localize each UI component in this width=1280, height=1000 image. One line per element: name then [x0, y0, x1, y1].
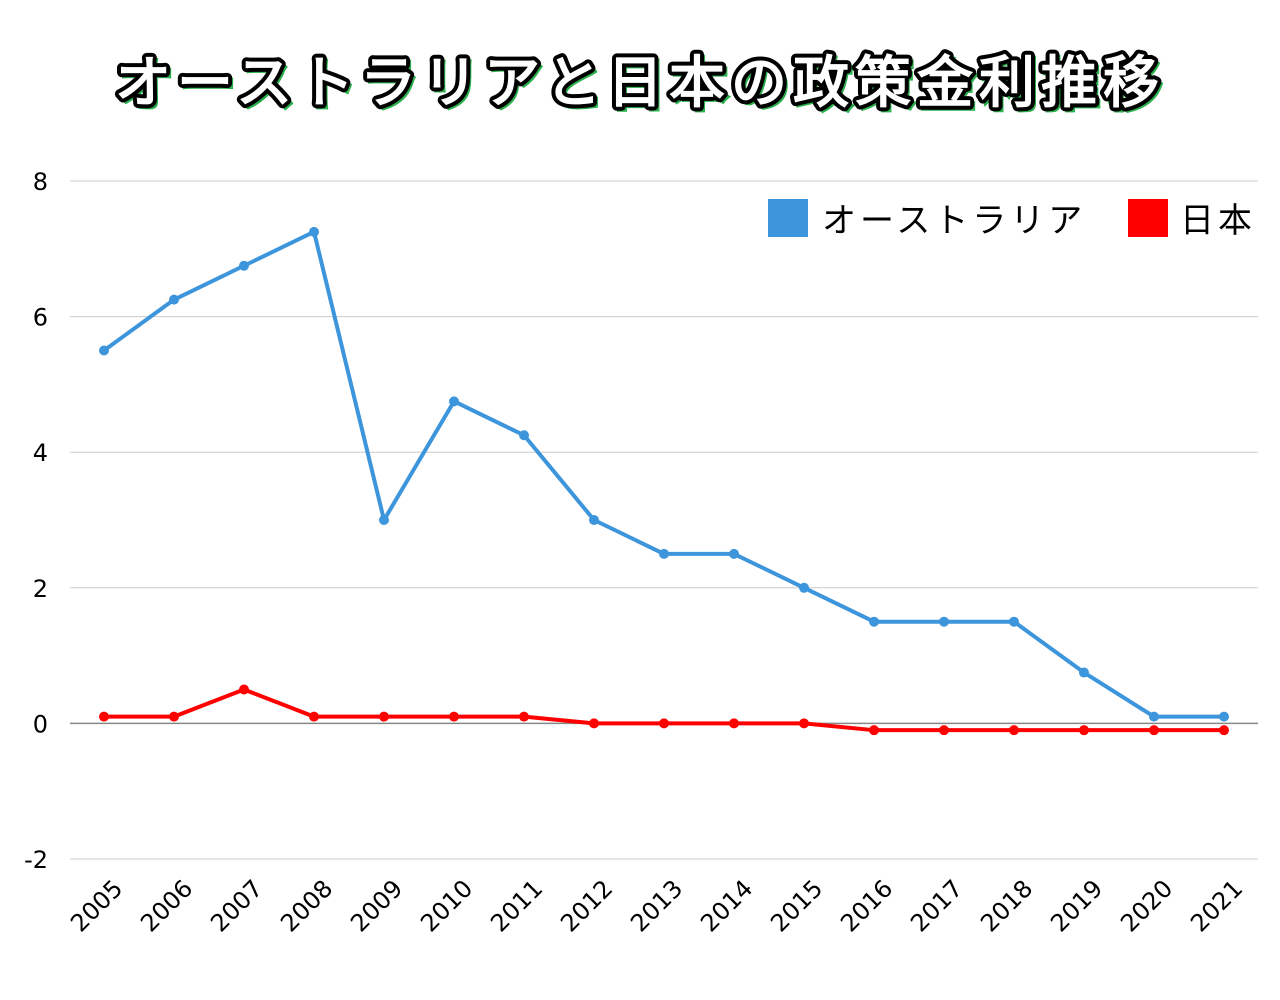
data-point: [659, 718, 669, 729]
x-axis: 2005 2006 2007 2008 2009 2010 2011 2012 2013 2014…: [65, 874, 1248, 937]
data-point: [1009, 616, 1019, 627]
data-point: [869, 725, 879, 736]
x-tick-label: 2020: [1115, 874, 1178, 937]
x-tick-label: 2014: [695, 874, 758, 937]
data-point: [449, 396, 459, 407]
data-point: [589, 718, 599, 729]
chart-title-shadow: オーストラリアと日本の政策金利推移: [118, 54, 1168, 119]
data-point: [379, 515, 389, 525]
x-tick-label: 2007: [205, 874, 268, 937]
y-tick-label: -2: [24, 846, 48, 874]
data-point: [169, 711, 179, 722]
series-group: [99, 226, 1229, 736]
data-point: [1079, 667, 1089, 678]
data-point: [1149, 711, 1159, 722]
y-tick-label: 6: [33, 304, 48, 332]
x-tick-label: 2012: [555, 874, 618, 937]
x-tick-label: 2009: [345, 874, 408, 937]
data-point: [799, 718, 809, 729]
data-point: [239, 684, 249, 695]
chart-title-outline: オーストラリアと日本の政策金利推移: [115, 51, 1165, 116]
legend-swatch-australia: [768, 199, 808, 237]
data-point: [799, 582, 809, 593]
data-point: [379, 711, 389, 722]
data-point: [519, 711, 529, 722]
x-tick-label: 2005: [65, 874, 128, 937]
x-tick-label: 2011: [485, 874, 548, 937]
data-point: [99, 345, 109, 356]
x-tick-label: 2008: [275, 874, 338, 937]
legend-swatch-japan: [1128, 199, 1168, 237]
y-tick-label: 4: [33, 439, 48, 467]
y-tick-label: 2: [33, 575, 48, 603]
y-axis: -2 0 2 4 6 8: [24, 168, 48, 874]
data-point: [589, 515, 599, 525]
gridlines: [70, 180, 1258, 860]
data-point: [939, 725, 949, 736]
x-tick-label: 2017: [905, 874, 968, 937]
data-point: [729, 548, 739, 559]
x-tick-label: 2010: [415, 874, 478, 937]
x-tick-label: 2018: [975, 874, 1038, 937]
data-point: [939, 616, 949, 627]
chart-title-group: オーストラリアと日本の政策金利推移 オーストラリアと日本の政策金利推移 オースト…: [111, 47, 1168, 121]
data-point: [1079, 725, 1089, 736]
x-tick-label: 2021: [1185, 874, 1248, 937]
data-point: [309, 226, 319, 237]
chart-title: オーストラリアと日本の政策金利推移: [115, 51, 1165, 116]
data-point: [1149, 725, 1159, 736]
legend-label-australia: オーストラリア: [822, 201, 1086, 241]
data-point: [449, 711, 459, 722]
y-tick-label: 8: [33, 168, 48, 196]
data-point: [169, 294, 179, 305]
data-point: [659, 548, 669, 559]
data-point: [1219, 711, 1229, 722]
data-point: [309, 711, 319, 722]
y-tick-label: 0: [33, 710, 48, 738]
legend-label-japan: 日本: [1180, 201, 1256, 241]
x-tick-label: 2013: [625, 874, 688, 937]
x-tick-label: 2015: [765, 874, 828, 937]
x-tick-label: 2019: [1045, 874, 1108, 937]
legend: オーストラリア 日本: [768, 199, 1256, 241]
data-point: [869, 616, 879, 627]
x-tick-label: 2016: [835, 874, 898, 937]
x-tick-label: 2006: [135, 874, 198, 937]
data-point: [1009, 725, 1019, 736]
data-point: [1219, 725, 1229, 736]
data-point: [99, 711, 109, 722]
data-point: [239, 260, 249, 271]
series-line-0: [102, 229, 1224, 719]
data-point: [729, 718, 739, 729]
data-point: [519, 430, 529, 441]
